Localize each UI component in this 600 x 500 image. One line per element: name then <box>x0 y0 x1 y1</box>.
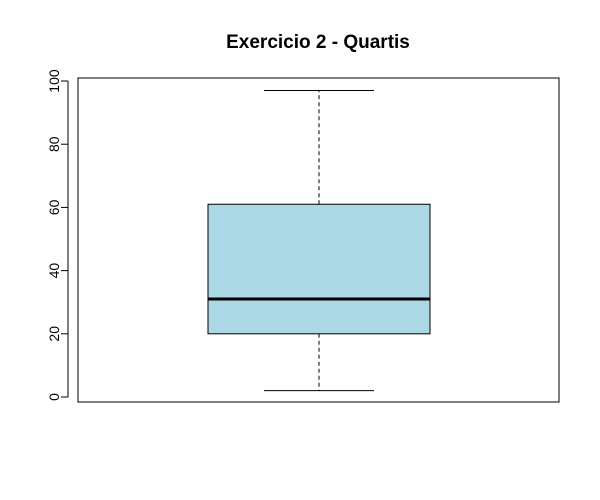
y-tick-label: 100 <box>46 69 62 93</box>
y-axis: 0 20 40 60 80 100 <box>46 69 69 401</box>
plot-frame <box>77 77 560 403</box>
y-tick-label: 0 <box>46 393 62 401</box>
chart-title: Exercicio 2 - Quartis <box>226 32 410 53</box>
y-tick-label: 80 <box>46 136 62 152</box>
boxplot <box>207 89 431 392</box>
y-tick-label: 60 <box>46 199 62 215</box>
iqr-box <box>207 203 431 335</box>
y-tick-label: 20 <box>46 326 62 342</box>
y-tick-label: 40 <box>46 263 62 279</box>
